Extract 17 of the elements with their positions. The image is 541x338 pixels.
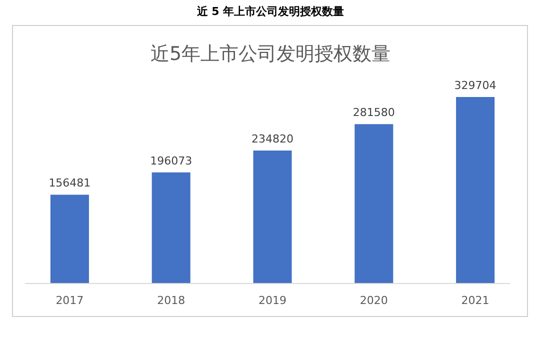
x-tick-label: 2020 (360, 294, 388, 307)
x-tick-label: 2018 (157, 294, 186, 307)
bar (253, 150, 292, 283)
chart-title: 近 5 年上市公司发明授权数量 (196, 5, 344, 18)
bar (152, 172, 190, 283)
data-label: 281580 (352, 106, 395, 120)
bar (50, 194, 89, 283)
data-label: 156481 (48, 176, 91, 190)
bar (354, 124, 394, 283)
data-label: 329704 (454, 79, 496, 92)
x-tick-label: 2017 (56, 294, 84, 307)
bar (456, 97, 495, 283)
data-label: 234820 (252, 132, 294, 146)
data-label: 196073 (150, 154, 192, 168)
x-tick-label: 2021 (461, 294, 490, 307)
chart-subtitle: 近5年上市公司发明授权数量 (150, 43, 391, 65)
x-tick-label: 2019 (258, 294, 286, 307)
